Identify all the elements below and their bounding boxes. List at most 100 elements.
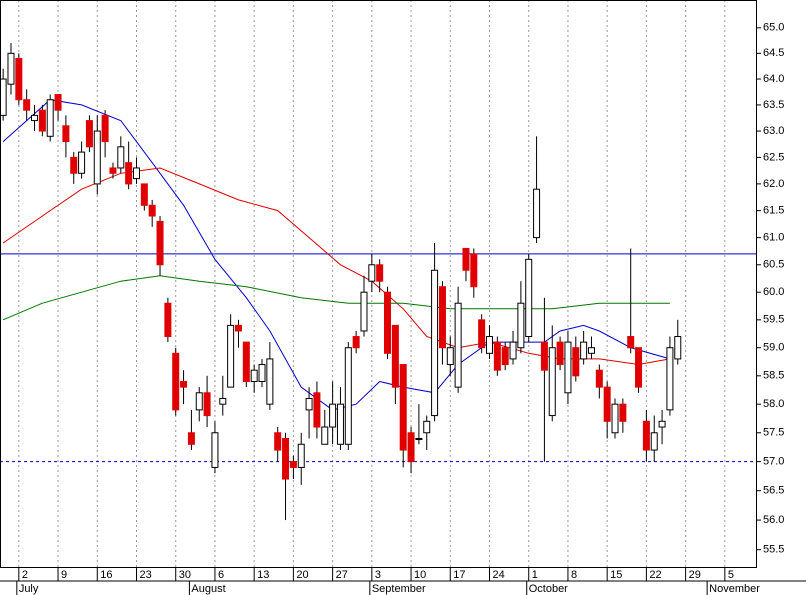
x-tick-label: 22 [649, 569, 661, 581]
candle-body [336, 403, 344, 445]
candle-body [619, 403, 627, 422]
candle-body [258, 364, 266, 382]
candle-body [564, 341, 572, 394]
candle-body [109, 167, 117, 174]
candle-body [46, 99, 54, 137]
candle-body [148, 204, 156, 217]
month-label: October [529, 583, 568, 595]
candle-body [164, 302, 172, 338]
candle-body [344, 347, 352, 445]
x-tick-label: 24 [493, 569, 505, 581]
candle-body [572, 347, 580, 377]
candle-body [611, 403, 619, 434]
candle-body [234, 324, 242, 332]
candle-body [580, 341, 588, 360]
y-tick-label: 60.0 [763, 286, 784, 298]
candle-body [203, 392, 211, 417]
y-tick-label: 64.5 [763, 47, 784, 59]
candle-body [329, 403, 337, 428]
x-tick-label: 5 [728, 569, 734, 581]
x-tick-label: 1 [532, 569, 538, 581]
candle-body [62, 125, 70, 143]
x-tick-label: 30 [179, 569, 191, 581]
candle-body [509, 341, 517, 360]
month-label: July [19, 583, 39, 595]
candle-body [352, 336, 360, 349]
candle-body [454, 302, 462, 388]
x-tick-label: 8 [571, 569, 577, 581]
candle-body [305, 397, 313, 411]
candle-body [101, 114, 109, 143]
month-label: August [191, 583, 225, 595]
candle-body [31, 114, 39, 122]
candle-body [289, 461, 297, 468]
x-tick-label: 9 [61, 569, 67, 581]
candle-body [470, 253, 478, 288]
candle-body [446, 347, 454, 366]
candle-body [517, 302, 525, 349]
y-tick-label: 59.5 [763, 314, 784, 326]
candle-body [533, 188, 541, 239]
candle-body [282, 438, 290, 480]
x-tick-label: 17 [453, 569, 465, 581]
candle-body [595, 369, 603, 388]
moving-average-line [2, 99, 671, 411]
y-tick-label: 61.0 [763, 232, 784, 244]
y-tick-label: 58.0 [763, 398, 784, 410]
candle-body [266, 358, 274, 405]
candle-body [556, 341, 564, 366]
candle-body [70, 156, 78, 174]
candle-body [407, 432, 415, 463]
candle-body [172, 352, 180, 411]
candle-body [0, 78, 7, 116]
candle-body [603, 386, 611, 422]
candle-body [78, 151, 86, 174]
month-label: November [709, 583, 760, 595]
candle-body [650, 432, 658, 451]
x-tick-label: 27 [336, 569, 348, 581]
candle-body [627, 336, 635, 349]
candle-body [85, 120, 93, 148]
candle-body [368, 264, 376, 282]
candle-body [313, 392, 321, 428]
candle-body [635, 347, 643, 388]
candle-body [219, 397, 227, 405]
x-tick-label: 3 [375, 569, 381, 581]
x-tick-label: 10 [414, 569, 426, 581]
y-tick-label: 56.5 [763, 485, 784, 497]
x-tick-label: 20 [296, 569, 308, 581]
candle-body [501, 347, 509, 366]
month-label: September [372, 583, 426, 595]
plot-frame [0, 0, 757, 568]
candle-body [376, 264, 384, 282]
y-tick-label: 65.0 [763, 22, 784, 34]
x-tick-label: 29 [689, 569, 701, 581]
candle-body [587, 347, 595, 354]
candle-body [211, 432, 219, 468]
candle-body [462, 247, 470, 271]
x-tick-label: 23 [139, 569, 151, 581]
candle-body [666, 347, 674, 411]
candle-body [250, 369, 258, 382]
candle-body [399, 364, 407, 451]
candle-body [132, 167, 140, 180]
x-tick-label: 2 [22, 569, 28, 581]
y-tick-label: 57.0 [763, 456, 784, 468]
y-tick-label: 56.0 [763, 514, 784, 526]
candle-body [140, 183, 148, 206]
candle-body [642, 420, 650, 451]
candle-body [227, 324, 235, 388]
x-tick-label: 6 [218, 569, 224, 581]
y-tick-label: 55.5 [763, 544, 784, 556]
candle-body [93, 130, 101, 185]
candle-body [297, 443, 305, 468]
candle-body [384, 291, 392, 354]
y-tick-label: 63.5 [763, 99, 784, 111]
candle-body [125, 162, 133, 185]
y-tick-label: 62.0 [763, 178, 784, 190]
candle-body [540, 341, 548, 371]
candle-body [321, 426, 329, 445]
